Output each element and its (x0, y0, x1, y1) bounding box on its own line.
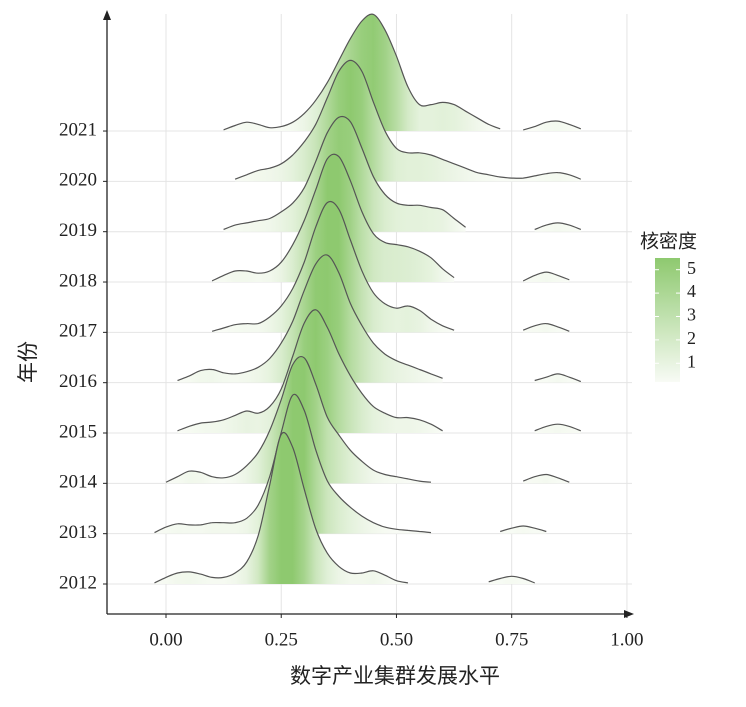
density-line (234, 59, 582, 180)
density-area (177, 309, 581, 434)
x-tick-label: 0.75 (495, 629, 528, 650)
y-tick-label: 2016 (59, 371, 97, 392)
y-tick-label: 2020 (59, 170, 97, 191)
y-tick-label: 2014 (59, 472, 98, 493)
x-tick-label: 0.50 (380, 629, 413, 650)
legend-title: 核密度 (640, 230, 697, 252)
density-area (177, 254, 581, 383)
density-area (212, 154, 570, 283)
colorbar-label: 5 (687, 258, 696, 278)
y-arrow (103, 10, 111, 20)
colorbar-label: 1 (687, 351, 696, 371)
density-line (154, 431, 535, 584)
y-tick-label: 2013 (59, 522, 97, 543)
y-tick-label: 2018 (59, 270, 97, 291)
y-tick-label: 2012 (59, 572, 97, 593)
colorbar-label: 3 (687, 305, 696, 325)
density-area (166, 356, 570, 484)
density-line (154, 393, 547, 534)
colorbar-label: 2 (687, 328, 696, 348)
x-tick-label: 0.00 (149, 629, 182, 650)
density-line (165, 355, 570, 483)
x-arrow (624, 610, 634, 618)
colorbar-label: 4 (687, 281, 696, 301)
axes (103, 10, 634, 618)
y-tick-label: 2017 (59, 321, 97, 342)
x-tick-label: 1.00 (610, 629, 643, 650)
density-line (211, 153, 570, 282)
ridges (154, 13, 582, 584)
legend: 1 2 3 4 5 (655, 258, 696, 382)
density-line (223, 115, 582, 231)
density-line (223, 13, 582, 131)
x-axis-title: 数字产业集群发展水平 (290, 664, 500, 688)
density-line (177, 254, 582, 383)
y-tick-label: 2015 (59, 421, 97, 442)
colorbar (655, 258, 680, 382)
labels: 0.00 0.25 0.50 0.75 1.00 2012 2013 2014 2015 2016… (59, 119, 644, 650)
x-tick-label: 0.25 (265, 629, 298, 650)
density-line (177, 309, 582, 432)
y-axis-title: 年份 (16, 341, 40, 383)
density-line (211, 200, 570, 332)
y-tick-label: 2021 (59, 119, 97, 140)
y-tick-label: 2019 (59, 220, 97, 241)
